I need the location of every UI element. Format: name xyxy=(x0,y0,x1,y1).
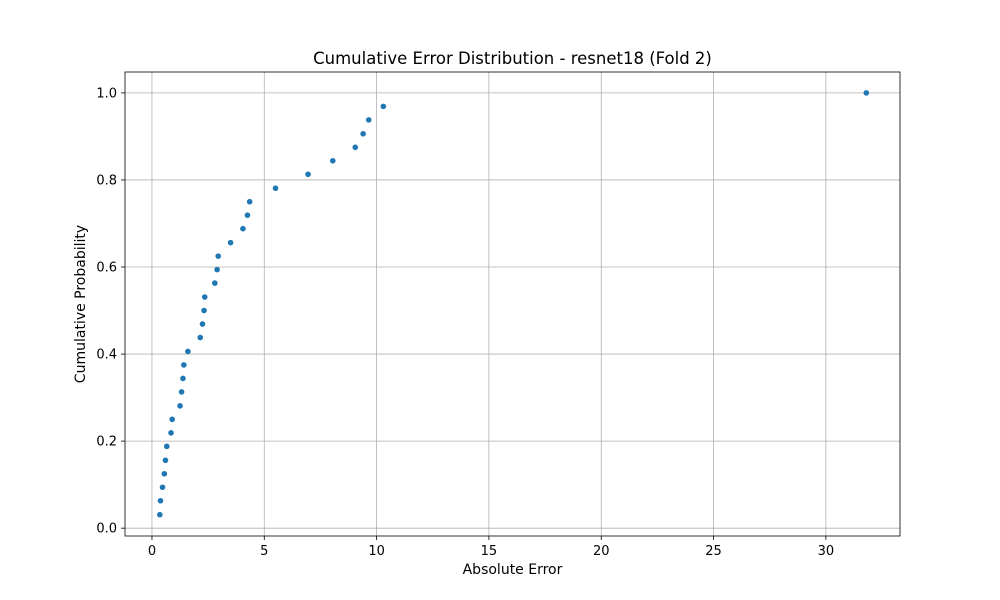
x-tick-label: 10 xyxy=(368,544,385,559)
data-point xyxy=(201,307,207,314)
x-tick-label: 20 xyxy=(593,544,610,559)
data-point xyxy=(215,253,222,259)
data-point xyxy=(177,403,183,409)
y-axis: 0.0 0.2 0.4 0.6 0.8 1.0 xyxy=(96,86,125,537)
y-tick-label: 0.2 xyxy=(96,435,117,450)
y-tick-label: 0.8 xyxy=(96,173,117,188)
data-point xyxy=(168,430,174,436)
data-point xyxy=(360,131,366,137)
data-point xyxy=(197,334,204,341)
data-point xyxy=(863,90,870,96)
data-point xyxy=(305,171,311,178)
data-point xyxy=(157,511,163,518)
data-point xyxy=(157,497,164,504)
data-point xyxy=(365,117,372,123)
data-point xyxy=(272,185,279,192)
y-tick-label: 1.0 xyxy=(96,86,117,101)
data-point xyxy=(178,389,185,395)
data-point xyxy=(199,321,206,327)
data-point xyxy=(181,362,187,368)
y-tick-label: 0.0 xyxy=(96,522,117,537)
data-point xyxy=(329,157,336,164)
data-point xyxy=(227,239,234,246)
x-axis: 0 5 10 15 20 25 30 xyxy=(148,536,834,559)
x-tick-label: 30 xyxy=(818,544,835,559)
data-point xyxy=(352,144,359,151)
x-tick-label: 0 xyxy=(148,544,156,559)
y-tick-label: 0.4 xyxy=(96,348,117,363)
data-point xyxy=(244,212,251,219)
x-axis-label: Absolute Error xyxy=(463,562,563,578)
data-point xyxy=(159,484,166,491)
data-point xyxy=(162,457,169,464)
data-point xyxy=(212,280,218,286)
data-point xyxy=(240,225,246,232)
data-point xyxy=(180,375,186,382)
x-tick-label: 25 xyxy=(705,544,722,559)
data-point xyxy=(246,198,253,205)
data-points xyxy=(157,90,870,518)
data-point xyxy=(201,294,208,300)
data-point xyxy=(214,266,220,273)
y-axis-label: Cumulative Probability xyxy=(73,225,89,383)
data-point xyxy=(185,348,191,355)
data-point xyxy=(163,443,170,450)
data-point xyxy=(169,416,175,423)
plot-frame xyxy=(124,71,901,537)
data-point xyxy=(161,470,168,477)
chart-title: Cumulative Error Distribution - resnet18… xyxy=(313,49,712,68)
x-tick-label: 15 xyxy=(481,544,498,559)
grid xyxy=(125,72,900,536)
x-tick-label: 5 xyxy=(260,544,268,559)
data-point xyxy=(380,103,387,110)
y-tick-label: 0.6 xyxy=(96,261,117,276)
